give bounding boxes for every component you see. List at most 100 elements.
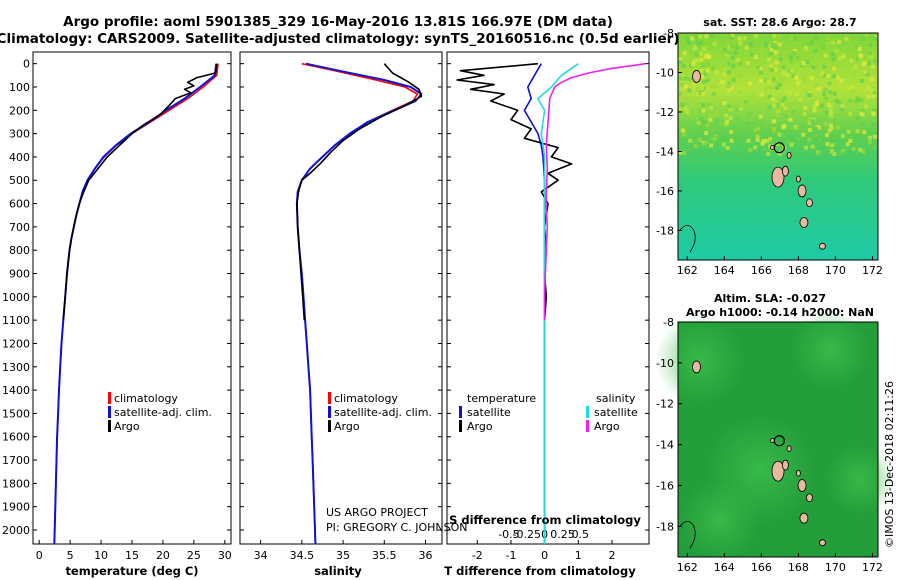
island [806,198,813,208]
sst-pixel [850,84,855,89]
sst-pixel [825,141,830,146]
legend-temp-argo-label: Argo [467,420,493,433]
sst-pixel [746,138,751,143]
sst-pixel [756,65,760,70]
sst-pixel [832,118,837,123]
sst-pixel [727,50,731,55]
sst-pixel [839,107,844,112]
sst-pixel [851,89,856,94]
sst-pixel [789,35,794,40]
island [795,175,801,183]
s-diff-tick-label: 0.5 [572,528,590,541]
legend-argo-label: Argo [114,420,140,433]
series-line [296,63,423,321]
sst-pixel [715,82,720,87]
sst-pixel [756,126,761,131]
difference-panel-frame [446,51,650,545]
sst-pixel [848,111,853,116]
depth-tick-label: 400 [9,151,30,164]
legend-temperature-heading: temperature [467,392,536,405]
sst-pixel [789,68,794,72]
depth-tick-label: 1100 [2,314,30,327]
sst-pixel [683,58,688,63]
sst-pixel [724,113,729,118]
sst-pixel [804,145,809,150]
sst-pixel [827,58,831,63]
sst-pixel [778,57,783,62]
lat-tick-label: -12 [656,398,674,411]
sst-pixel [748,147,753,152]
sst-pixel [815,102,819,106]
s-diff-tick-label: 0.25 [550,528,575,541]
sst-pixel [722,72,727,77]
lat-tick-label: -16 [656,479,674,492]
sst-pixel [801,61,806,66]
sst-pixel [813,134,818,138]
sst-pixel [758,114,763,119]
sst-pixel [807,120,812,125]
sst-pixel [738,74,743,79]
depth-tick-label: 500 [9,174,30,187]
sst-pixel [806,42,811,47]
sst-pixel [750,121,755,125]
sst-pixel [700,72,705,77]
sst-pixel [764,78,769,83]
sst-pixel [838,151,843,156]
salinity-axis-label: salinity [314,564,362,578]
sst-pixel [701,125,706,130]
series-line [296,62,419,545]
sst-pixel [830,116,835,121]
s-diff-tick-label: -0.5 [498,528,519,541]
x-tick-label: 15 [125,549,139,562]
lon-tick-label: 170 [825,264,846,277]
pi-credit: PI: GREGORY C. JOHNSON [326,521,467,534]
sst-pixel [735,57,740,62]
sst-pixel [866,61,871,66]
sst-pixel [826,44,831,49]
sst-pixel [855,129,860,134]
sst-pixel [704,140,709,145]
temperature-axis-label: temperature (deg C) [65,564,198,578]
sst-pixel [855,115,860,120]
sst-pixel [731,78,736,83]
sst-pixel [683,73,688,78]
legend-climatology-swatch [328,392,331,404]
sst-pixel [814,36,819,41]
sst-pixel [735,117,740,122]
legend-sal-argo-label: Argo [594,420,620,433]
sst-pixel [764,95,769,100]
sst-pixel [688,77,693,82]
sst-pixel [816,86,821,91]
sst-pixel [872,145,877,150]
sst-pixel [777,128,781,133]
depth-tick-label: 0 [23,58,30,71]
sst-pixel [819,103,824,108]
sla-map-axes: 162 164 166 168 170 172 -8 -10 -12 -14 -16 -18 [656,316,883,574]
sst-pixel [822,92,827,96]
sst-pixel [766,79,771,84]
sst-pixel [699,69,704,73]
sst-pixel [802,111,807,116]
sst-pixel [873,59,878,64]
temperature-legend: climatology satellite-adj. clim. Argo [108,392,212,433]
sst-pixel [772,77,776,82]
sst-pixel [781,70,786,75]
salinity-legend: climatology satellite-adj. clim. Argo [328,392,432,433]
sst-pixel [782,50,787,55]
sla-anomaly-patch [790,310,870,390]
sst-pixel [696,103,701,108]
island [799,217,809,228]
sst-pixel [849,59,854,63]
sst-pixel [840,134,845,139]
lon-tick-label: 166 [751,264,772,277]
sst-pixel [803,105,808,110]
sst-pixel [770,68,775,73]
reef-outline [679,224,696,253]
sst-pixel [841,54,846,59]
sst-pixel [772,103,777,108]
reef-outline [679,520,696,549]
sst-pixel [774,50,778,55]
sst-pixel [832,66,836,71]
x-tick-label: 25 [187,549,201,562]
island [786,445,792,453]
